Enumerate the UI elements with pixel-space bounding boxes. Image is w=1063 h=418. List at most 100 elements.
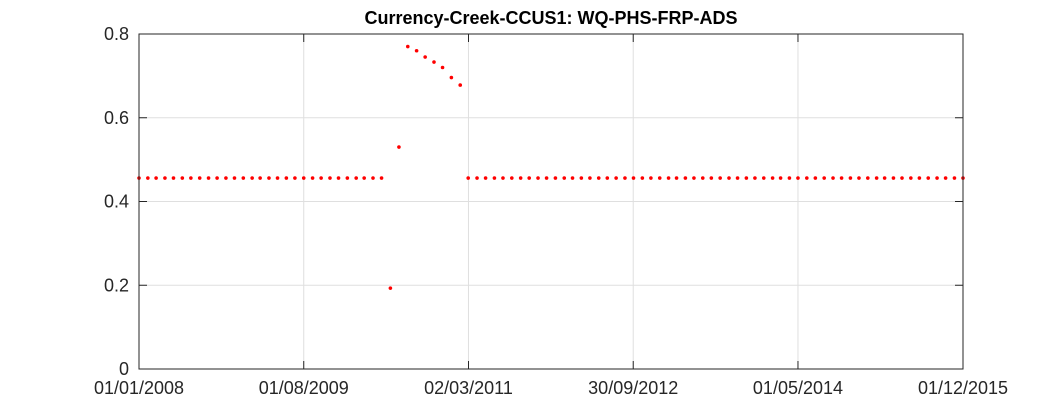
y-tick-label: 0 <box>119 359 129 379</box>
data-point <box>805 176 809 180</box>
y-tick-label: 0.8 <box>104 24 129 44</box>
data-point <box>596 176 601 180</box>
data-point <box>146 176 150 180</box>
data-point <box>649 176 653 180</box>
data-point <box>761 176 766 180</box>
y-tick-label: 0.2 <box>104 275 129 295</box>
data-point <box>544 176 549 180</box>
data-point <box>926 176 931 180</box>
data-point <box>258 176 262 180</box>
data-point <box>397 145 401 149</box>
data-point <box>483 176 488 180</box>
data-point <box>432 60 436 64</box>
data-point <box>449 75 454 80</box>
tick-labels: 01/01/2008 01/08/2009 02/03/2011 30/09/2012… <box>94 24 1008 398</box>
data-point <box>232 176 237 180</box>
data-point <box>154 176 158 180</box>
chart-title: Currency-Creek-CCUS1: WQ-PHS-FRP-ADS <box>364 8 737 28</box>
data-point <box>310 176 315 180</box>
x-tick-label: 01/08/2009 <box>259 378 349 398</box>
data-point <box>952 176 957 180</box>
data-point <box>753 176 757 180</box>
data-point <box>458 83 463 87</box>
data-point <box>787 176 792 180</box>
grid-layer <box>139 34 963 369</box>
data-point <box>700 176 705 180</box>
data-point <box>943 176 948 180</box>
data-point <box>562 176 567 180</box>
data-point <box>744 176 749 180</box>
data-point <box>623 176 627 180</box>
data-point <box>900 176 904 180</box>
data-point <box>466 176 471 180</box>
data-point <box>440 65 445 70</box>
data-point <box>206 176 211 180</box>
data-point <box>882 176 887 180</box>
data-point <box>770 176 775 180</box>
data-point <box>301 176 306 180</box>
data-point <box>267 176 271 180</box>
data-point <box>891 176 896 180</box>
data-point <box>180 176 185 180</box>
data-point <box>570 176 575 180</box>
data-point <box>874 176 879 180</box>
data-point <box>614 176 618 180</box>
data-point <box>405 44 410 49</box>
data-points <box>137 44 965 290</box>
data-point <box>935 176 939 180</box>
data-point <box>241 176 246 180</box>
x-tick-label: 01/12/2015 <box>918 378 1008 398</box>
data-point <box>735 176 740 180</box>
data-point <box>813 176 818 180</box>
data-point <box>640 176 645 180</box>
data-point <box>371 176 375 180</box>
data-point <box>293 176 297 180</box>
data-point <box>492 176 497 180</box>
data-point <box>727 176 731 180</box>
data-point <box>831 176 835 180</box>
data-point <box>796 176 800 180</box>
data-point <box>518 176 523 180</box>
data-point <box>857 176 861 180</box>
data-point <box>414 48 419 53</box>
data-point <box>319 176 323 180</box>
data-point <box>275 176 280 180</box>
data-point <box>215 176 219 180</box>
data-point <box>848 176 853 180</box>
data-point <box>588 176 592 180</box>
x-tick-label: 30/09/2012 <box>588 378 678 398</box>
data-point <box>839 176 844 180</box>
data-point <box>250 176 254 180</box>
data-point <box>328 176 332 180</box>
data-point <box>909 176 913 180</box>
data-point <box>510 176 514 180</box>
data-point <box>284 176 289 180</box>
data-point <box>674 176 679 180</box>
data-point <box>527 176 531 180</box>
data-point <box>189 176 193 180</box>
data-point <box>336 176 341 180</box>
data-point <box>163 176 167 180</box>
data-point <box>822 176 826 180</box>
data-point <box>709 176 714 180</box>
data-point <box>536 176 540 180</box>
x-tick-label: 02/03/2011 <box>424 378 513 398</box>
data-point <box>423 55 427 59</box>
data-point <box>683 176 688 180</box>
data-point <box>197 176 202 180</box>
data-point <box>345 176 350 180</box>
data-point <box>553 176 558 180</box>
data-point <box>718 176 722 180</box>
x-tick-label: 01/05/2014 <box>753 378 843 398</box>
y-tick-label: 0.4 <box>104 192 129 212</box>
data-point <box>917 176 922 180</box>
data-point <box>866 176 870 180</box>
y-tick-label: 0.6 <box>104 108 129 128</box>
data-point <box>778 176 783 180</box>
data-point <box>657 176 662 180</box>
data-point <box>475 176 479 180</box>
data-point <box>388 286 393 290</box>
data-point <box>501 176 505 180</box>
